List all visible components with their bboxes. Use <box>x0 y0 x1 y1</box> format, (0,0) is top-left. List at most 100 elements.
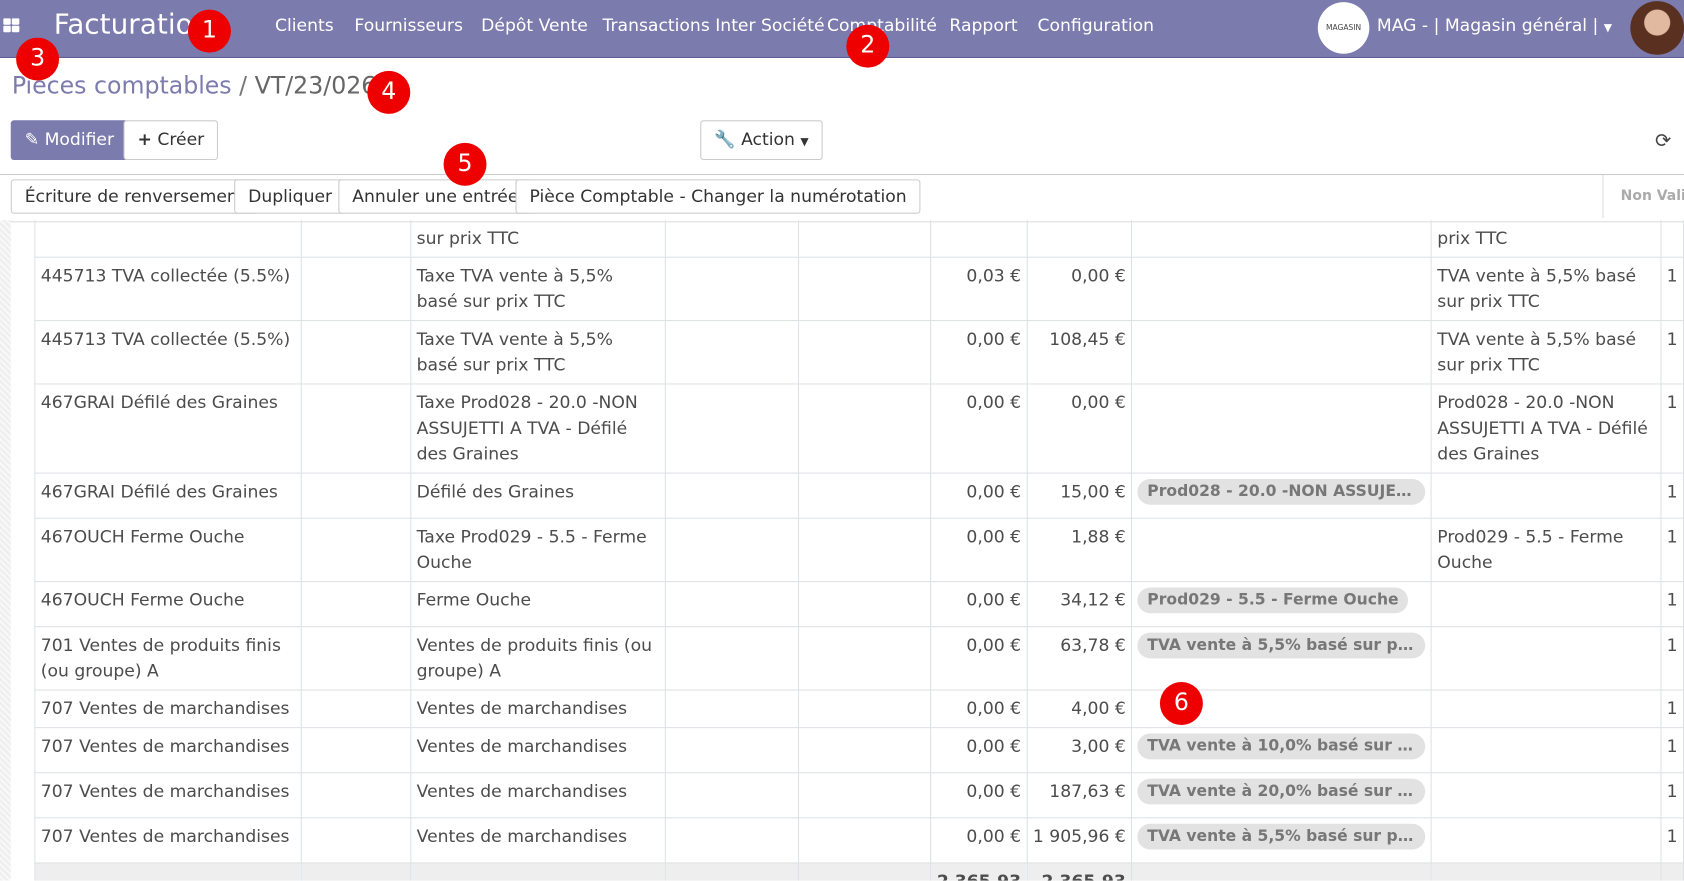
tax-label-cell: prix TTC <box>1430 220 1662 258</box>
debit-cell: 0,03 € <box>930 257 1028 322</box>
debit-cell <box>930 220 1028 258</box>
credit-cell: 34,12 € <box>1026 581 1133 628</box>
total-cell: 2 365,93 <box>1026 862 1133 881</box>
total-cell <box>1430 862 1662 881</box>
analytic-cell <box>664 320 800 385</box>
label-cell: Taxe Prod028 - 20.0 -NON ASSUJETTI A TVA… <box>410 383 666 474</box>
partner-cell <box>301 220 412 258</box>
edit-button[interactable]: ✎ Modifier <box>10 120 129 161</box>
debit-cell: 0,00 € <box>930 473 1028 519</box>
tax-label-cell <box>1430 581 1662 628</box>
analytic-cell <box>664 473 800 519</box>
reload-icon[interactable]: ⟳ <box>1655 129 1672 153</box>
tax-tag-cell: Prod029 - 5.5 - Ferme Ouche <box>1131 581 1432 628</box>
debit-cell: 0,00 € <box>930 727 1028 774</box>
extra-cell <box>1660 220 1684 258</box>
table-row[interactable]: sur prix TTC prix TTC <box>34 220 1684 258</box>
action-button[interactable]: 🔧 Action ▼ <box>700 120 823 161</box>
tax-tag: TVA vente à 5,5% basé sur prix TTC <box>1137 632 1426 659</box>
header-button[interactable]: Pièce Comptable - Changer la numérotatio… <box>515 179 921 214</box>
account-cell: 467OUCH Ferme Ouche <box>34 581 303 628</box>
account-cell: 707 Ventes de marchandises <box>34 817 303 864</box>
label-cell: Taxe TVA vente à 5,5% basé sur prix TTC <box>410 257 666 322</box>
date-cell <box>798 690 932 729</box>
label-cell: Ventes de marchandises <box>410 690 666 729</box>
table-row[interactable]: 707 Ventes de marchandises Ventes de marc… <box>34 690 1684 729</box>
tax-tag-cell <box>1131 383 1432 474</box>
button-label: Modifier <box>44 128 115 150</box>
menu-item[interactable]: Configuration <box>1037 15 1155 36</box>
extra-cell: 1 <box>1660 518 1684 583</box>
account-cell: 707 Ventes de marchandises <box>34 690 303 729</box>
menu-item[interactable]: Rapport <box>949 15 1018 36</box>
header-button[interactable]: Écriture de renversement <box>10 179 259 214</box>
tax-tag-cell: Prod028 - 20.0 -NON ASSUJETTI A TVA - Dé… <box>1131 473 1432 519</box>
tax-label-cell: Prod028 - 20.0 -NON ASSUJETTI A TVA - Dé… <box>1430 383 1662 474</box>
credit-cell <box>1026 220 1133 258</box>
analytic-cell <box>664 257 800 322</box>
tax-label-cell <box>1430 772 1662 819</box>
credit-cell: 3,00 € <box>1026 727 1133 774</box>
extra-cell: 1 <box>1660 257 1684 322</box>
annotation-badge: 2 <box>846 24 890 68</box>
tax-tag: Prod029 - 5.5 - Ferme Ouche <box>1137 587 1409 614</box>
logo-text: MAGASIN GÉNÉRAL <box>1326 23 1362 33</box>
label-cell: Ventes de produits finis (ou groupe) A <box>410 626 666 691</box>
button-label: Créer <box>157 128 205 150</box>
table-row[interactable]: 707 Ventes de marchandises Ventes de marc… <box>34 727 1684 774</box>
annotation-badge: 1 <box>187 9 231 53</box>
total-cell <box>410 862 666 881</box>
navbar: Facturation Clients Fournisseurs Dépôt V… <box>0 0 1684 58</box>
account-cell: 701 Ventes de produits finis (ou groupe)… <box>34 626 303 691</box>
table-body: sur prix TTC prix TTC 445713 TVA collectée… <box>34 220 1684 881</box>
credit-cell: 0,00 € <box>1026 257 1133 322</box>
analytic-cell <box>664 626 800 691</box>
extra-cell: 1 <box>1660 817 1684 864</box>
total-cell <box>1660 862 1684 881</box>
account-cell: 467GRAI Défilé des Graines <box>34 473 303 519</box>
account-cell: 445713 TVA collectée (5.5%) <box>34 257 303 322</box>
menu-item[interactable]: Dépôt Vente <box>481 15 588 36</box>
partner-cell <box>301 518 412 583</box>
table-row[interactable]: 701 Ventes de produits finis (ou groupe)… <box>34 626 1684 691</box>
table-row[interactable]: 707 Ventes de marchandises Ventes de marc… <box>34 772 1684 819</box>
table-row[interactable]: 707 Ventes de marchandises Ventes de marc… <box>34 817 1684 864</box>
tax-label-cell: Prod029 - 5.5 - Ferme Ouche <box>1430 518 1662 583</box>
tax-tag-cell <box>1131 518 1432 583</box>
company-name: MAG - | Magasin général | <box>1376 15 1599 36</box>
header-button[interactable]: Dupliquer <box>234 179 347 214</box>
table-row[interactable]: 467GRAI Défilé des Graines Taxe Prod028 -… <box>34 383 1684 474</box>
user-avatar[interactable] <box>1630 1 1684 55</box>
date-cell <box>798 581 932 628</box>
company-switcher[interactable]: MAG - | Magasin général | ▼ <box>1377 15 1612 35</box>
tax-tag: TVA vente à 20,0% basé sur prix TTC <box>1137 778 1426 805</box>
account-cell: 707 Ventes de marchandises <box>34 772 303 819</box>
create-button[interactable]: + Créer <box>123 120 219 161</box>
menu-item[interactable]: Clients <box>274 15 334 36</box>
table-row[interactable]: 467OUCH Ferme Ouche Ferme Ouche 0,00 €34,1… <box>34 581 1684 628</box>
total-cell <box>1131 862 1432 881</box>
header-button[interactable]: Annuler une entrée <box>338 179 533 214</box>
apps-icon[interactable] <box>3 18 20 33</box>
menu-item[interactable]: Fournisseurs <box>354 15 463 36</box>
tax-tag-cell: TVA vente à 5,5% basé sur prix TTC <box>1131 817 1432 864</box>
label-cell: Ventes de marchandises <box>410 727 666 774</box>
extra-cell: 1 <box>1660 581 1684 628</box>
table-row[interactable]: 467OUCH Ferme Ouche Taxe Prod029 - 5.5 - … <box>34 518 1684 583</box>
table-row[interactable]: 445713 TVA collectée (5.5%) Taxe TVA vent… <box>34 257 1684 322</box>
company-logo: MAGASIN GÉNÉRAL <box>1317 2 1370 54</box>
annotation-badge: 4 <box>367 70 411 114</box>
table-row[interactable]: 467GRAI Défilé des Graines Défilé des Gra… <box>34 473 1684 519</box>
account-cell: 707 Ventes de marchandises <box>34 727 303 774</box>
annotation-badge: 3 <box>16 37 60 81</box>
date-cell <box>798 817 932 864</box>
table-row[interactable]: 445713 TVA collectée (5.5%) Taxe TVA vent… <box>34 320 1684 385</box>
app-title[interactable]: Facturation <box>53 8 211 41</box>
breadcrumb-separator: / <box>239 73 248 100</box>
menu-item[interactable]: Transactions Inter Société <box>602 15 825 36</box>
status-stage[interactable]: Non Validé <box>1602 175 1684 219</box>
tax-label-cell: TVA vente à 5,5% basé sur prix TTC <box>1430 320 1662 385</box>
account-cell <box>34 220 303 258</box>
label-cell: Ventes de marchandises <box>410 772 666 819</box>
